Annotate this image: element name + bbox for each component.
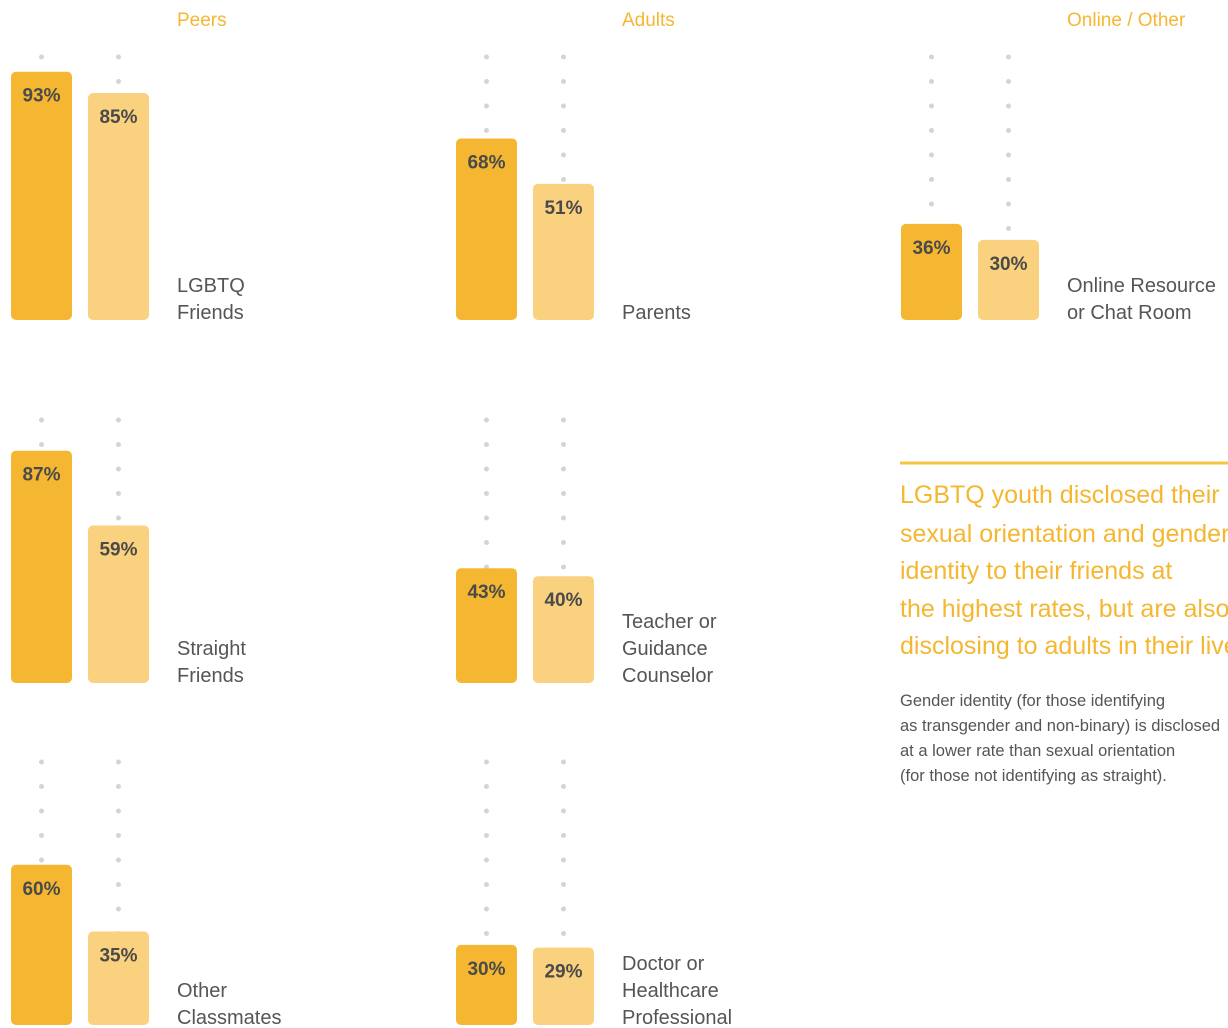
bar bbox=[456, 138, 517, 320]
category-label: Other bbox=[177, 980, 227, 1002]
category-label: Friends bbox=[177, 302, 244, 324]
category-label: Parents bbox=[622, 302, 691, 324]
group-heading: Peers bbox=[177, 10, 227, 31]
bar bbox=[978, 239, 1039, 320]
bar bbox=[88, 525, 149, 683]
category-label: Professional bbox=[622, 1007, 732, 1028]
callout-headline: the highest rates, but are also bbox=[900, 595, 1228, 623]
value-label: 36% bbox=[912, 238, 950, 259]
callout-body: (for those not identifying as straight). bbox=[900, 767, 1167, 785]
callout-headline: disclosing to adults in their lives. bbox=[900, 632, 1228, 660]
category-label: or Chat Room bbox=[1067, 302, 1192, 324]
callout-headline: identity to their friends at bbox=[900, 557, 1172, 585]
value-label: 30% bbox=[467, 959, 505, 980]
category-label: Teacher or bbox=[622, 611, 717, 633]
category-label: Classmates bbox=[177, 1007, 281, 1028]
category-label: Counselor bbox=[622, 665, 714, 687]
bar bbox=[533, 947, 594, 1025]
value-label: 29% bbox=[544, 962, 582, 983]
bar bbox=[88, 93, 149, 320]
category-label: LGBTQ bbox=[177, 275, 245, 297]
group-heading: Online / Other bbox=[1067, 10, 1186, 31]
value-label: 35% bbox=[99, 946, 137, 967]
callout-body: at a lower rate than sexual orientation bbox=[900, 742, 1175, 760]
bar bbox=[533, 576, 594, 683]
group-heading: Adults bbox=[622, 10, 675, 31]
category-label: Guidance bbox=[622, 638, 708, 660]
value-label: 59% bbox=[99, 539, 137, 560]
bar bbox=[11, 864, 72, 1025]
value-label: 40% bbox=[544, 590, 582, 611]
bar bbox=[11, 71, 72, 320]
value-label: 60% bbox=[22, 879, 60, 900]
value-label: 43% bbox=[467, 582, 505, 603]
value-label: 30% bbox=[989, 254, 1027, 275]
callout-headline: sexual orientation and gender bbox=[900, 520, 1228, 548]
category-label: Friends bbox=[177, 665, 244, 687]
category-label: Healthcare bbox=[622, 980, 719, 1002]
callout-body: Gender identity (for those identifying bbox=[900, 692, 1165, 710]
category-label: Straight bbox=[177, 638, 246, 660]
bar bbox=[456, 944, 517, 1025]
value-label: 85% bbox=[99, 107, 137, 128]
value-label: 87% bbox=[22, 465, 60, 486]
bar bbox=[533, 183, 594, 320]
bar bbox=[11, 450, 72, 683]
value-label: 68% bbox=[467, 152, 505, 173]
callout-headline: LGBTQ youth disclosed their bbox=[900, 481, 1220, 509]
bar bbox=[901, 223, 962, 320]
category-label: Online Resource bbox=[1067, 275, 1216, 297]
bar bbox=[456, 568, 517, 683]
bar bbox=[88, 931, 149, 1025]
value-label: 93% bbox=[22, 86, 60, 107]
value-label: 51% bbox=[544, 198, 582, 219]
callout-body: as transgender and non-binary) is disclo… bbox=[900, 717, 1220, 735]
category-label: Doctor or bbox=[622, 953, 705, 975]
